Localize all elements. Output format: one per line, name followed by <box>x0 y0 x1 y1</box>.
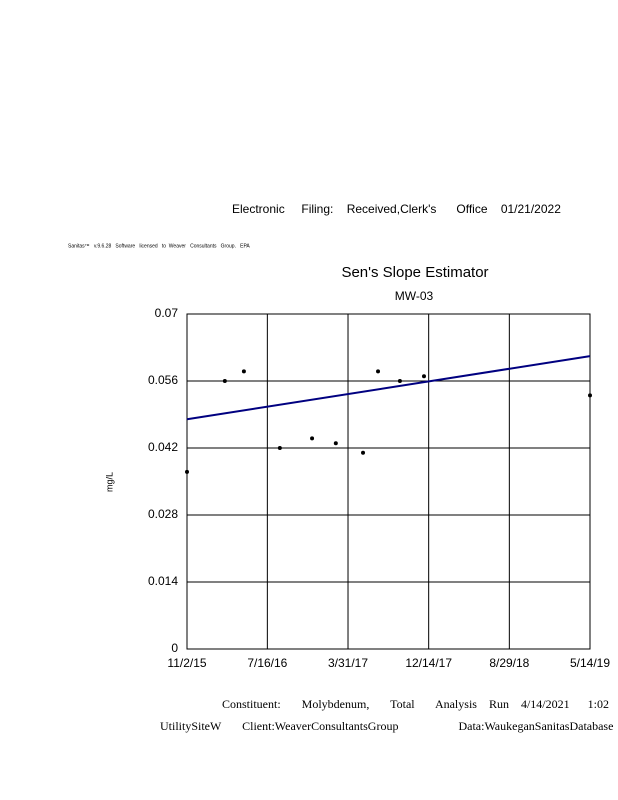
data-point <box>333 441 338 446</box>
chart-subtitle: MW-03 <box>395 289 434 303</box>
data-point <box>376 369 381 374</box>
x-tick-label: 8/29/18 <box>489 656 529 670</box>
data-point <box>588 393 592 398</box>
data-point <box>361 450 366 455</box>
x-tick-label: 12/14/17 <box>405 656 452 670</box>
y-tick-label: 0.014 <box>148 574 178 588</box>
data-point <box>421 374 426 379</box>
x-tick-label: 3/31/17 <box>328 656 368 670</box>
footer-line: Constituent: Molybdenum, Total Analysis … <box>222 697 618 711</box>
chart-title: Sen's Slope Estimator <box>341 264 488 281</box>
data-point <box>310 436 315 441</box>
filing-header: Electronic Filing: Received,Clerk's Offi… <box>232 202 561 216</box>
data-point <box>241 369 246 374</box>
data-point <box>277 446 282 450</box>
x-tick-label: 5/14/19 <box>570 656 610 670</box>
x-tick-label: 7/16/16 <box>247 656 287 670</box>
y-tick-label: 0 <box>171 641 178 655</box>
plot-area <box>186 313 591 650</box>
trend-line <box>186 355 591 421</box>
y-tick-label: 0.056 <box>148 373 178 387</box>
y-axis-label: mg/L <box>104 472 114 492</box>
software-note: Sanitas™ v.9.6.28 Software licensed to W… <box>68 243 250 249</box>
data-point <box>222 379 227 383</box>
y-tick-label: 0.028 <box>148 507 178 521</box>
y-tick-label: 0.042 <box>148 440 178 454</box>
y-tick-label: 0.07 <box>155 306 179 320</box>
footer-line: UtilitySiteW Client:WeaverConsultantsGro… <box>160 719 613 733</box>
x-tick-label: 11/2/15 <box>167 656 206 670</box>
data-point <box>185 469 189 474</box>
data-point <box>397 379 402 383</box>
